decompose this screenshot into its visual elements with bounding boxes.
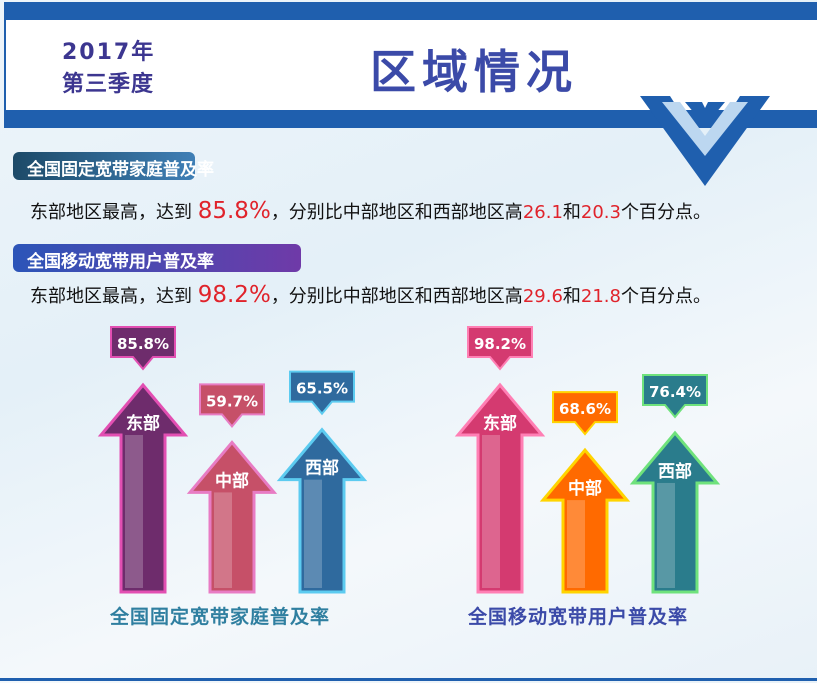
value-label: 65.5% <box>296 380 348 398</box>
value-callout <box>199 383 265 428</box>
text: 个百分点。 <box>620 202 711 223</box>
text: 东部地区最高，达到 <box>30 286 198 307</box>
text: ，分别比中部地区和西部地区高 <box>270 286 523 307</box>
section1-label: 全国固定宽带家庭普及率 <box>13 152 214 180</box>
arrow-shape <box>97 382 189 594</box>
category-label: 西部 <box>658 461 692 482</box>
category-label: 中部 <box>215 470 249 491</box>
value-label: 68.6% <box>559 400 611 418</box>
highlight-value: 98.2% <box>197 282 271 308</box>
arrow-highlight <box>125 435 143 588</box>
value-label: 85.8% <box>117 335 169 353</box>
value-callout <box>552 391 618 436</box>
text: 和 <box>562 286 581 307</box>
value-callout <box>642 373 708 419</box>
year-label: 2017年 <box>62 40 156 65</box>
text: 东部地区最高，达到 <box>30 202 198 223</box>
category-label: 东部 <box>483 413 517 434</box>
value-label: 59.7% <box>206 392 258 410</box>
arrow-bar-东部: 东部 85.8% <box>97 326 189 594</box>
header-bottom-band <box>4 110 817 128</box>
arrow-highlight <box>214 492 232 588</box>
category-label: 中部 <box>568 478 602 499</box>
section2-sentence: 东部地区最高，达到 98.2%，分别比中部地区和西部地区高29.6和21.8个百… <box>30 282 711 308</box>
section2-label: 全国移动宽带用户普及率 <box>13 244 301 272</box>
diff-value: 21.8 <box>580 286 621 307</box>
arrow-bar-中部: 中部 68.6% <box>539 391 631 594</box>
highlight-value: 85.8% <box>197 198 271 224</box>
value-callout <box>110 326 176 371</box>
category-label: 东部 <box>126 413 160 434</box>
chart2-caption: 全国移动宽带用户普及率 <box>468 606 689 628</box>
diff-value: 20.3 <box>580 202 621 223</box>
diff-value: 26.1 <box>522 202 563 223</box>
text: 和 <box>562 202 581 223</box>
header-banner <box>4 20 817 110</box>
diff-value: 29.6 <box>522 286 563 307</box>
chevron-down-icon <box>640 96 770 186</box>
arrow-bar-中部: 中部 59.7% <box>186 383 278 594</box>
arrow-shape <box>186 440 278 594</box>
arrow-highlight <box>657 482 675 588</box>
value-callout <box>467 326 533 371</box>
value-label: 76.4% <box>649 383 701 401</box>
arrow-shape <box>629 430 721 594</box>
chart1-caption: 全国固定宽带家庭普及率 <box>110 606 331 628</box>
value-callout <box>289 370 355 416</box>
arrow-highlight <box>304 479 322 588</box>
arrow-shape <box>539 447 631 594</box>
category-label: 西部 <box>305 458 339 479</box>
header-top-band <box>4 2 817 20</box>
arrow-highlight <box>482 435 500 588</box>
arrow-shape <box>454 382 546 594</box>
arrow-bar-西部: 西部 65.5% <box>276 370 368 594</box>
text: ，分别比中部地区和西部地区高 <box>270 202 523 223</box>
page-title: 区域情况 <box>370 45 578 99</box>
arrow-shape <box>276 427 368 594</box>
arrow-highlight <box>567 500 585 588</box>
arrow-charts: 东部 85.8% 中部 59.7% 西部 65.5% 东部 98.2% 中部 68.6% 西部 76.… <box>97 326 721 594</box>
footer-line <box>0 678 817 681</box>
section1-sentence: 东部地区最高，达到 85.8%，分别比中部地区和西部地区高26.1和20.3个百… <box>30 198 711 224</box>
text: 个百分点。 <box>620 286 711 307</box>
arrow-bar-东部: 东部 98.2% <box>454 326 546 594</box>
value-label: 98.2% <box>474 335 526 353</box>
quarter-label: 第三季度 <box>62 72 155 97</box>
arrow-bar-西部: 西部 76.4% <box>629 373 721 594</box>
